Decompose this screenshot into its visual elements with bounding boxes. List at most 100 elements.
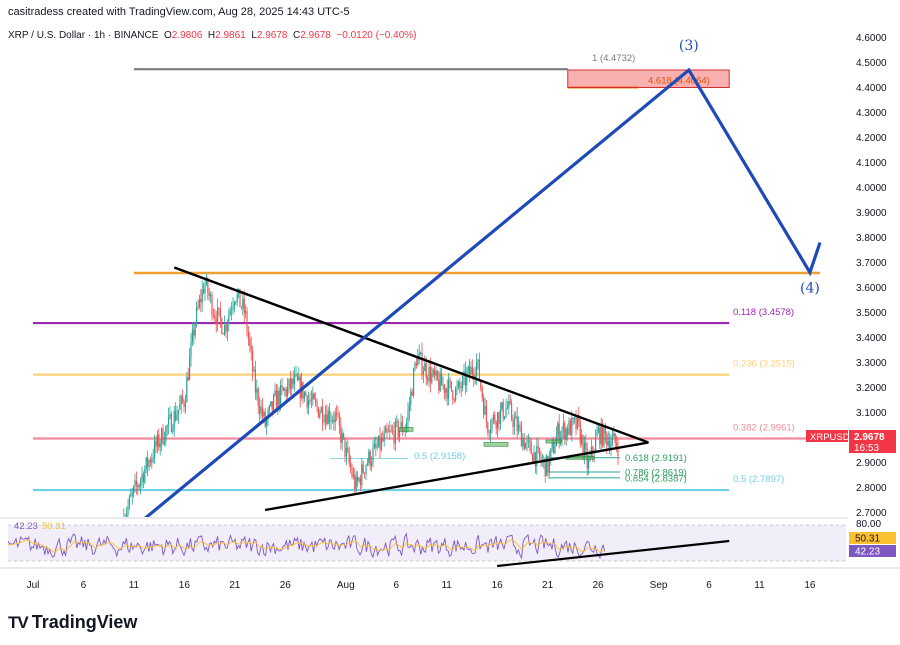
candle-body-147	[329, 410, 331, 422]
candle-body-3	[127, 506, 129, 515]
symbol-legend[interactable]: XRP / U.S. Dollar · 1h · BINANCE O2.9806…	[8, 30, 416, 41]
rsi-ma-line	[8, 538, 605, 553]
rsi-scale-label: 80.00	[856, 519, 881, 530]
candle-body-160	[347, 447, 349, 452]
candle-body-275	[508, 401, 510, 408]
wave-label-0: (3)	[679, 38, 699, 54]
candle-body-188	[386, 428, 388, 432]
price-tag-value: 2.9678	[854, 432, 885, 443]
candle-body-318	[568, 420, 570, 435]
candle-body-35	[172, 429, 174, 432]
candle-body-43	[183, 401, 185, 407]
candle-body-327	[581, 435, 583, 444]
candle-body-25	[158, 434, 160, 448]
candle-body-49	[191, 329, 194, 342]
candle-body-282	[518, 424, 520, 431]
candle-body-298	[540, 456, 542, 462]
fib-level-label-6: 0.5 (2.7897)	[733, 474, 784, 485]
candle-body-260	[487, 422, 489, 433]
rsi-tag: 42.23	[855, 547, 880, 558]
candle-body-149	[331, 419, 334, 421]
candle-body-124	[296, 374, 299, 381]
candle-body-235	[452, 390, 454, 400]
elliott-wave-path	[144, 67, 822, 517]
candle-body-352	[616, 442, 618, 448]
candle-body-330	[585, 442, 587, 450]
candle-body-110	[277, 390, 279, 408]
candle-body-213	[421, 352, 423, 375]
fib-level-label-5: 0.382 (2.9961)	[733, 422, 795, 433]
rsi-trendline	[497, 539, 730, 568]
candle-body-225	[438, 379, 440, 391]
candle-body-288	[526, 440, 528, 444]
tradingview-logo[interactable]: TV TradingView	[8, 612, 138, 632]
candle-body-211	[418, 353, 420, 357]
candle-body-236	[453, 399, 455, 401]
price-axis-tick-8: 3.8000	[856, 233, 887, 244]
candle-body-138	[316, 402, 318, 408]
candle-body-2	[126, 514, 128, 517]
candle-body-226	[439, 373, 441, 391]
candle-body-228	[442, 384, 444, 386]
price-axis-tick-0: 4.6000	[856, 33, 887, 44]
candle-body-293	[533, 452, 535, 463]
candle-body-178	[372, 448, 374, 463]
candle-body-315	[564, 423, 566, 440]
candle-body-345	[606, 433, 608, 446]
candle-body-197	[399, 430, 401, 437]
candle-body-151	[334, 413, 336, 423]
candle-body-203	[407, 410, 409, 424]
candle-body-111	[278, 390, 280, 405]
candle-body-121	[292, 378, 294, 385]
price-axis-tick-2: 4.4000	[856, 83, 887, 94]
candle-body-166	[355, 476, 357, 490]
candle-body-187	[385, 428, 387, 433]
candle-body-119	[289, 378, 292, 389]
candle-body-21	[152, 457, 154, 459]
candle-body-180	[375, 443, 377, 448]
candle-body-15	[144, 469, 146, 483]
candle-body-118	[288, 378, 290, 387]
candle-body-6	[131, 492, 133, 496]
candle-body-79	[233, 302, 236, 307]
candle-body-287	[525, 443, 527, 449]
candle-body-274	[506, 407, 509, 409]
price-axis-tick-18: 2.8000	[856, 483, 887, 494]
candle-body-132	[308, 399, 310, 408]
price-axis-tick-15: 3.1000	[856, 408, 887, 419]
candle-body-310	[557, 423, 559, 436]
candle-body-19	[149, 460, 152, 463]
candle-body-85	[242, 298, 244, 308]
candle-body-23	[155, 440, 157, 447]
candle-body-69	[219, 308, 222, 319]
candle-body-168	[358, 478, 360, 481]
candle-body-104	[268, 405, 271, 411]
candle-body-74	[226, 323, 229, 332]
trendline-upper	[173, 266, 649, 444]
candle-body-106	[271, 401, 273, 410]
candle-body-340	[599, 427, 601, 445]
candle-body-284	[520, 426, 523, 447]
candle-body-193	[393, 430, 395, 444]
candle-body-265	[494, 414, 496, 423]
candle-body-102	[266, 419, 268, 427]
candle-body-215	[424, 363, 426, 372]
price-axis-tick-1: 4.5000	[856, 58, 887, 69]
candle-body-272	[504, 416, 506, 419]
candle-body-5	[130, 495, 132, 497]
candle-body-311	[558, 423, 560, 443]
candle-body-300	[543, 458, 545, 461]
candle-body-7	[133, 486, 135, 493]
candle-body-194	[394, 421, 397, 444]
candle-body-12	[140, 479, 142, 486]
candle-body-64	[212, 315, 215, 317]
candle-body-312	[560, 436, 562, 443]
candle-body-204	[408, 405, 411, 411]
candle-body-159	[345, 447, 348, 457]
candle-body-154	[338, 414, 341, 426]
candle-body-341	[600, 423, 602, 445]
candle-body-276	[509, 401, 511, 404]
candle-body-196	[397, 421, 399, 437]
price-axis-tick-10: 3.6000	[856, 283, 887, 294]
